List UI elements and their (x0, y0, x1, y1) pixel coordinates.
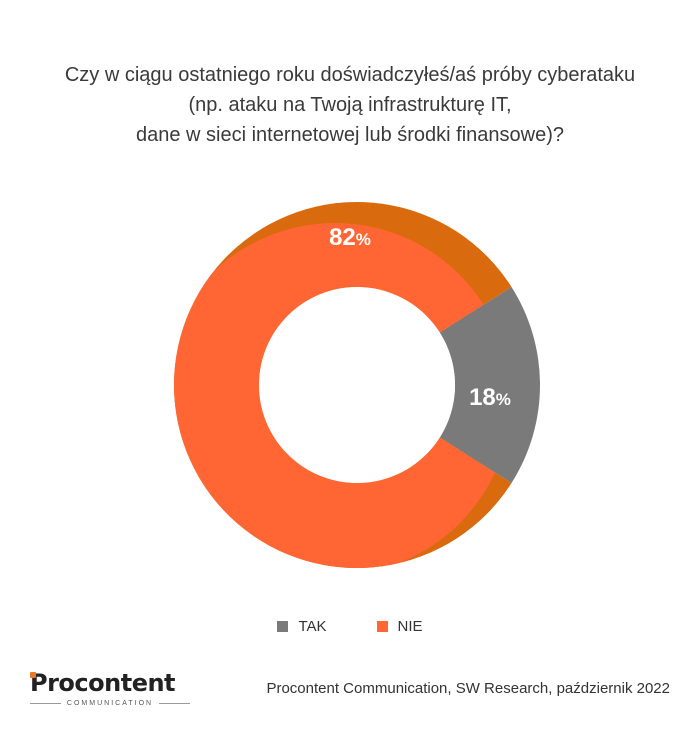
legend-swatch-tak (277, 621, 289, 632)
logo-line-left (30, 703, 61, 704)
legend-label-tak: TAK (298, 618, 327, 635)
title-line-1: Czy w ciągu ostatniego roku doświadczyłe… (64, 64, 636, 86)
logo-dot-icon (30, 672, 36, 678)
data-label-nie: 82% (329, 224, 371, 251)
chart-legend: TAK NIE (0, 618, 700, 635)
logo-sub: COMMUNICATION (66, 700, 154, 707)
title-line-2: (np. ataku na Twoją infrastrukturę IT, (188, 94, 512, 116)
donut-chart: 18% 82% (174, 201, 540, 568)
procontent-logo: Procontent COMMUNICATION (30, 668, 190, 707)
donut-hole (259, 287, 455, 483)
donut-slice-tak (439, 286, 540, 484)
logo-line-right (159, 703, 190, 704)
logo-name: Procontent (30, 669, 176, 697)
data-label-tak: 18% (469, 384, 511, 411)
source-note: Procontent Communication, SW Research, p… (266, 680, 670, 697)
legend-item-tak: TAK (277, 618, 327, 635)
legend-label-nie: NIE (397, 618, 423, 635)
title-line-3: dane w sieci internetowej lub środki fin… (135, 124, 564, 146)
chart-title: Czy w ciągu ostatniego roku doświadczyłe… (20, 60, 680, 150)
legend-item-nie: NIE (376, 618, 423, 635)
legend-swatch-nie (376, 621, 388, 632)
